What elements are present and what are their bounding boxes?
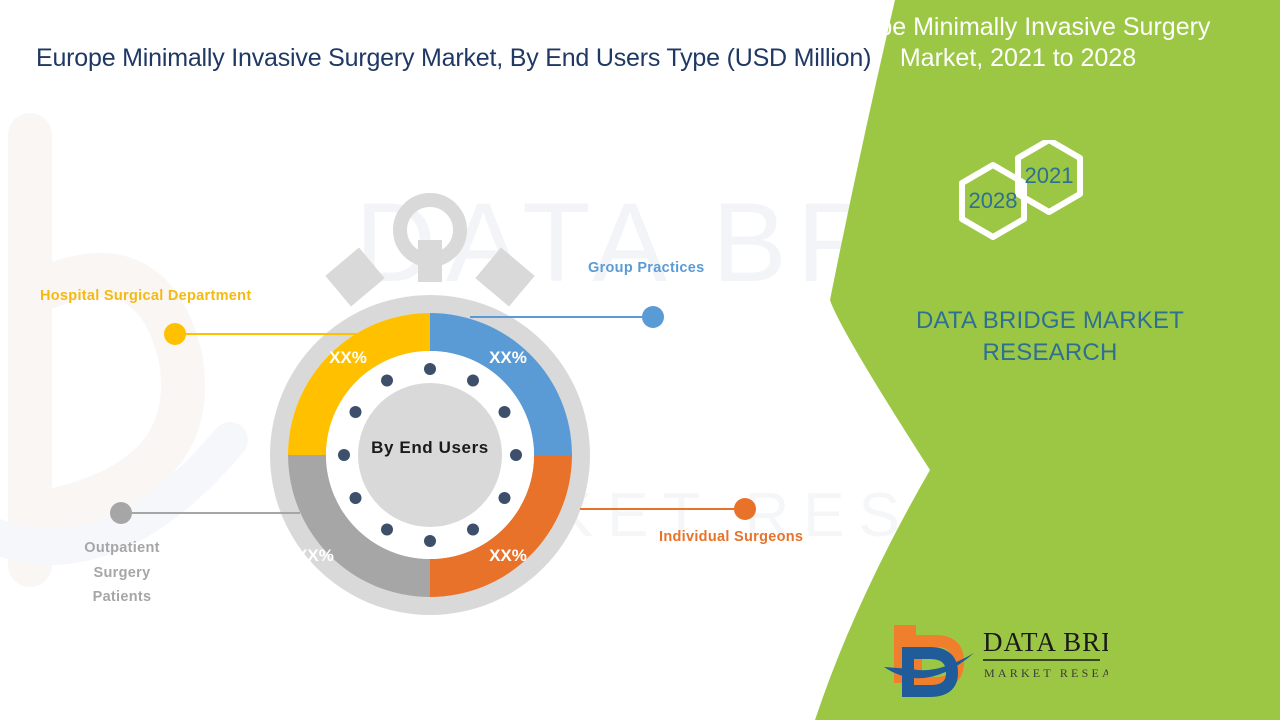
segment-value-labels: XX% XX% XX% XX% — [296, 348, 527, 565]
segment-value-outpatient-surgery-patients: XX% — [296, 546, 334, 565]
logo-wordmark: DATA BRIDGE — [983, 627, 1108, 657]
tick-dots — [338, 363, 522, 547]
segment-value-hospital-surgical-department: XX% — [329, 348, 367, 367]
page-title: Europe Minimally Invasive Surgery Market… — [36, 44, 872, 72]
brand-panel-title: Europe Minimally Invasive Surgery Market… — [825, 13, 1211, 72]
segment-value-group-practices: XX% — [489, 348, 527, 367]
year-hexagons: 2021 2028 — [959, 140, 1083, 240]
brand-panel: Europe Minimally Invasive Surgery Market… — [800, 0, 1280, 720]
callout-label-individual-surgeons: Individual Surgeons — [659, 529, 804, 545]
callout-label-outpatient-surgery-patients: Outpatient Surgery Patients — [84, 540, 160, 606]
segment-individual-surgeons — [430, 455, 572, 597]
hexagon-2021-shape — [1015, 140, 1083, 215]
logo-tagline: MARKET RESEARCH — [984, 666, 1108, 680]
callout-label-group-practices: Group Practices — [588, 260, 705, 276]
donut-chart-svg: XX% XX% XX% XX% — [270, 193, 590, 615]
leader-dot-surgeons — [734, 498, 756, 520]
hexagon-label-2021: 2021 — [1025, 163, 1074, 188]
segment-outpatient-surgery-patients — [288, 455, 430, 597]
brand-panel-shape — [815, 0, 1280, 720]
segment-group-practices — [430, 313, 572, 455]
donut-segments — [288, 313, 572, 597]
brand-panel-company-name: DATA BRIDGE MARKET RESEARCH — [915, 307, 1185, 366]
hexagon-2028-shape — [959, 162, 1027, 240]
data-bridge-logo: DATA BRIDGE MARKET RESEARCH — [884, 625, 1108, 697]
segment-value-individual-surgeons: XX% — [489, 546, 527, 565]
segment-hospital-surgical-department — [288, 313, 430, 455]
leader-dot-hospital — [164, 323, 186, 345]
leader-dot-outpatient — [110, 502, 132, 524]
callout-label-hospital-surgical-department: Hospital Surgical Department — [40, 288, 252, 304]
donut-hub — [358, 383, 502, 527]
hexagon-label-2028: 2028 — [969, 188, 1018, 213]
donut-chart: XX% XX% XX% XX% By End Users — [255, 185, 605, 625]
logo-b-mark-icon — [884, 625, 974, 697]
leader-dot-group — [642, 306, 664, 328]
